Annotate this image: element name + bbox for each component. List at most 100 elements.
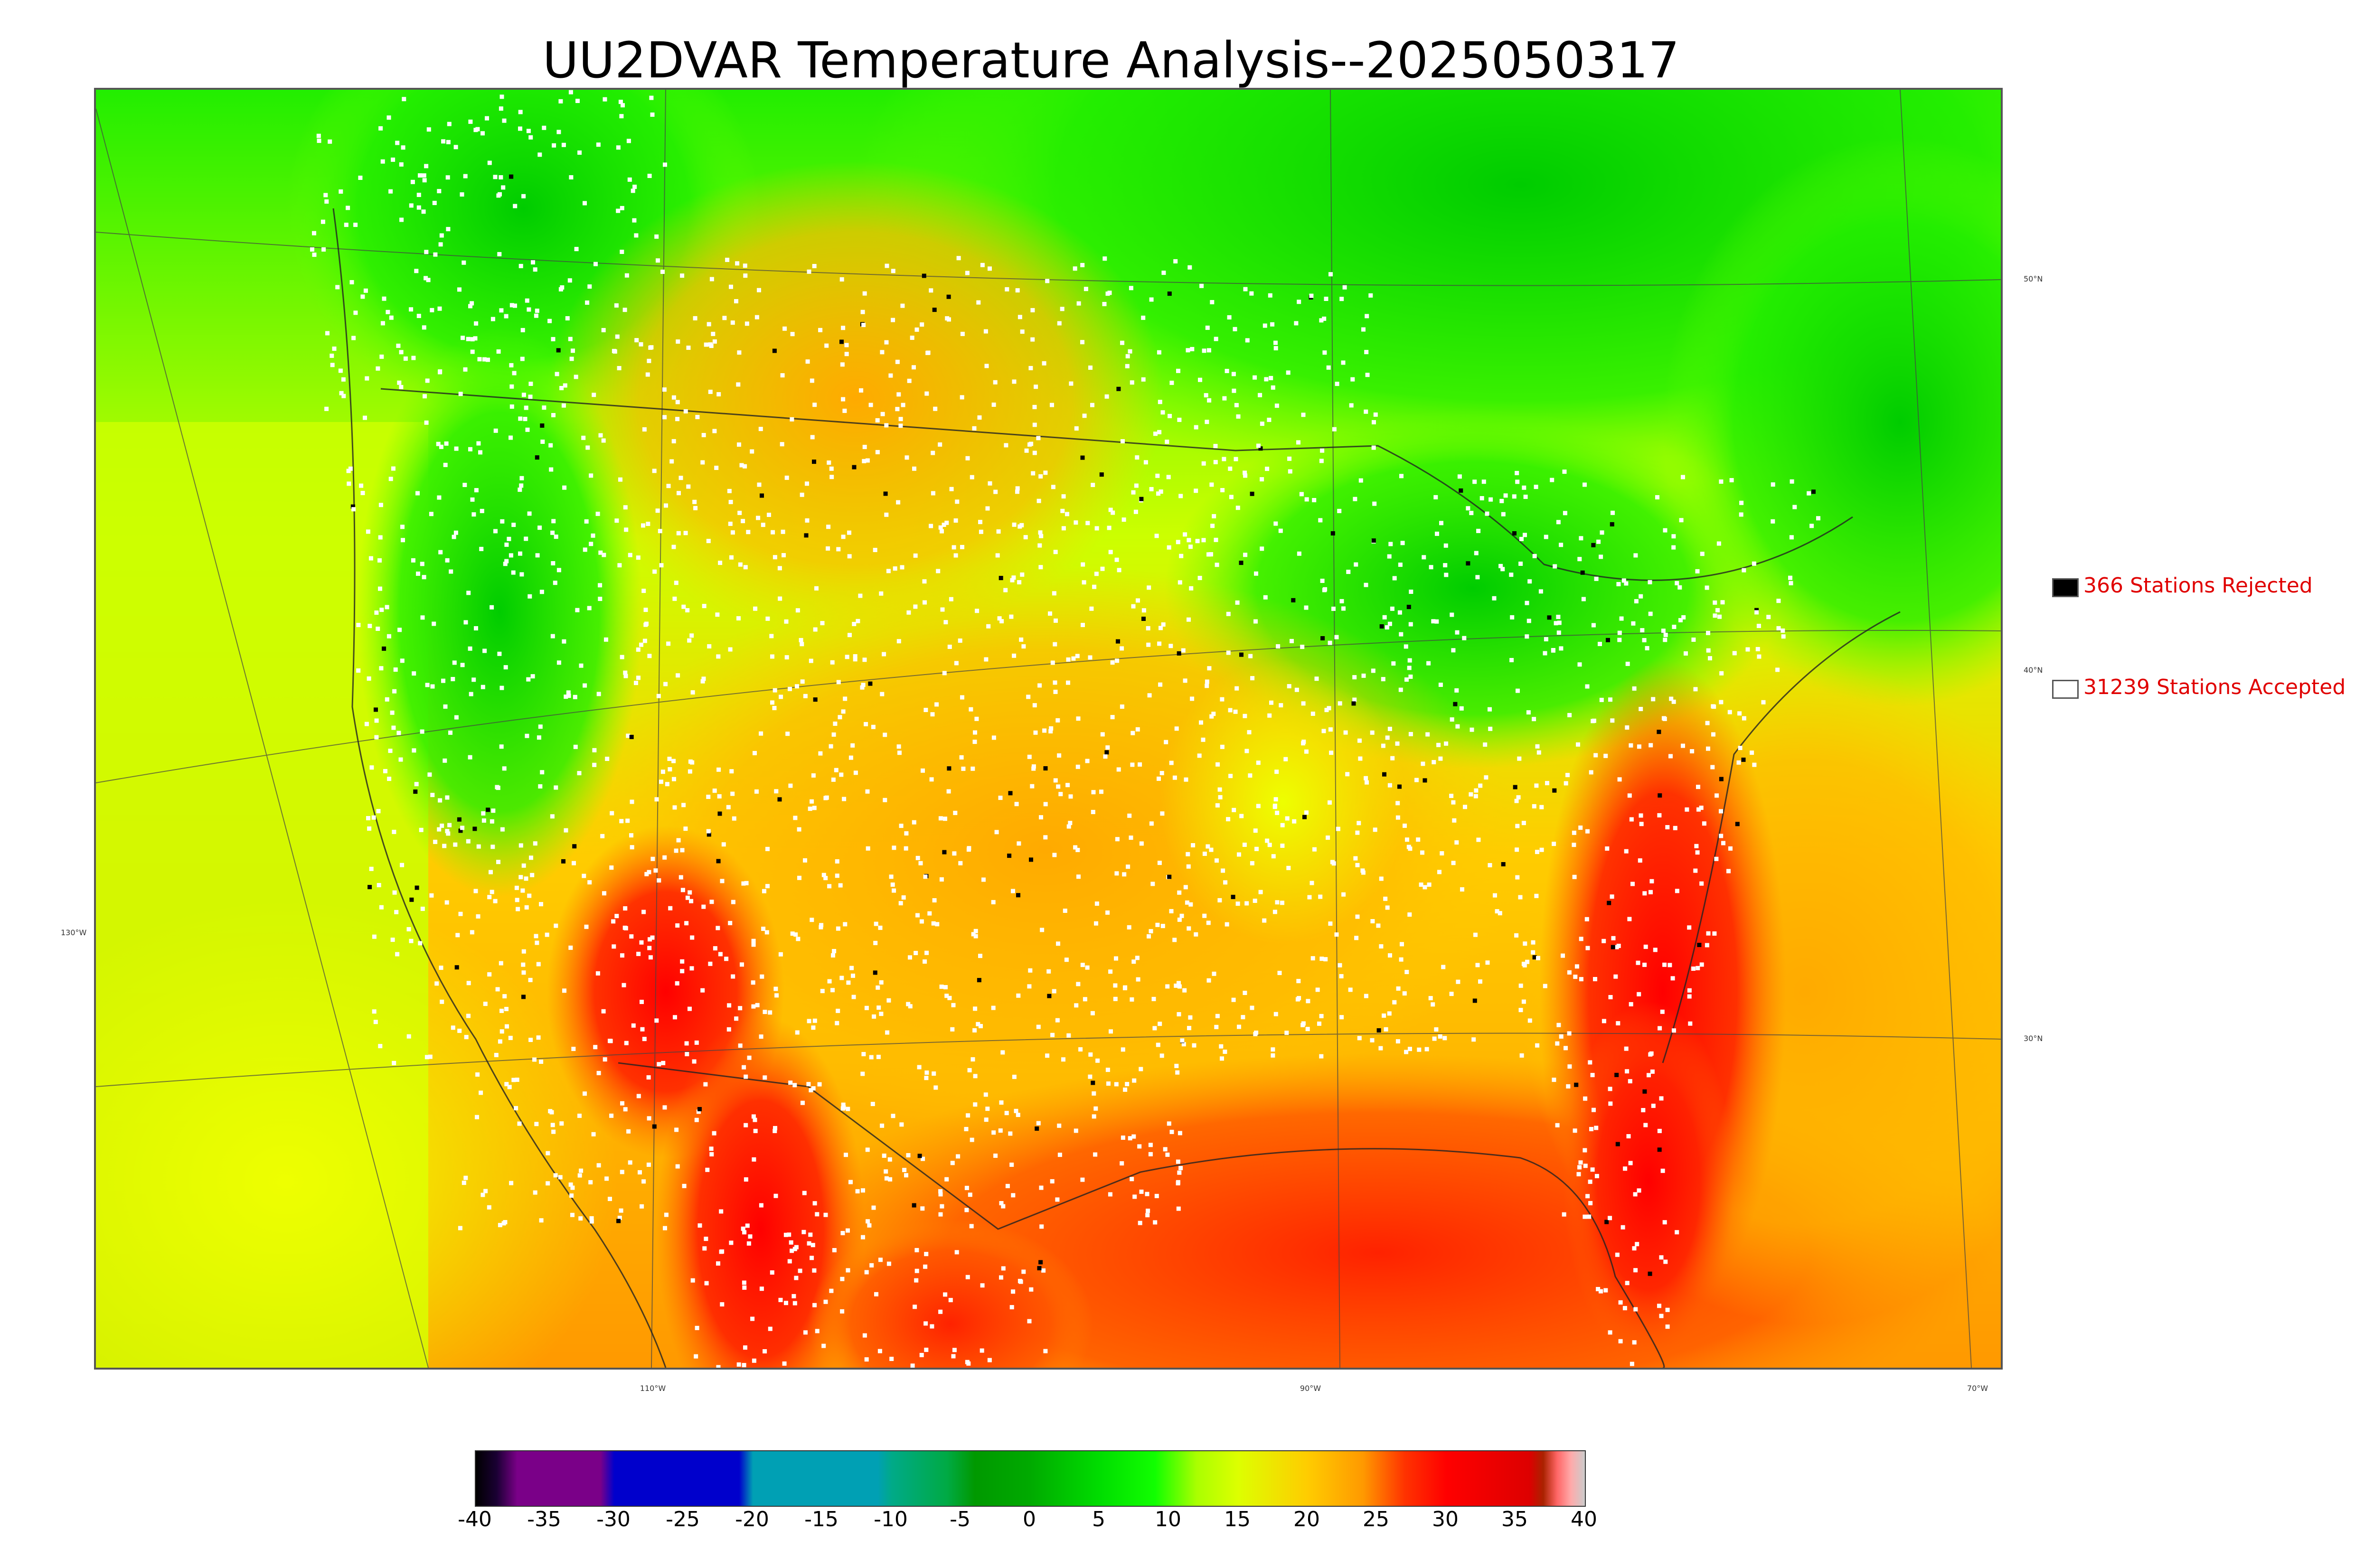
accepted-station: [524, 405, 528, 410]
accepted-station: [890, 883, 895, 887]
accepted-station: [1057, 753, 1062, 758]
accepted-station: [810, 435, 815, 440]
accepted-station: [1046, 969, 1051, 974]
accepted-station: [835, 1021, 839, 1025]
accepted-station: [1339, 1015, 1344, 1020]
accepted-station: [836, 680, 841, 685]
accepted-station: [968, 1192, 972, 1197]
rejected-station: [572, 844, 577, 849]
accepted-station: [494, 1052, 499, 1057]
accepted-station: [1618, 1300, 1623, 1305]
accepted-station: [1404, 677, 1409, 682]
accepted-station: [740, 962, 744, 967]
accepted-station: [642, 1037, 647, 1042]
accepted-station: [1085, 759, 1090, 763]
accepted-station: [1434, 1027, 1439, 1032]
accepted-station: [1639, 707, 1643, 711]
accepted-station: [1673, 826, 1677, 830]
accepted-station: [1174, 726, 1179, 731]
accepted-station: [917, 1065, 922, 1070]
accepted-station: [1233, 327, 1237, 331]
accepted-station: [1409, 590, 1413, 594]
accepted-station: [738, 1006, 743, 1011]
rejected-station: [912, 1203, 916, 1208]
accepted-station: [1132, 1194, 1137, 1199]
accepted-station: [621, 103, 625, 108]
accepted-station: [1141, 608, 1146, 613]
accepted-station: [1068, 794, 1073, 799]
accepted-station: [480, 685, 485, 689]
accepted-station: [920, 1206, 925, 1211]
accepted-station: [1383, 896, 1388, 901]
accepted-station: [379, 608, 384, 612]
accepted-station: [487, 972, 492, 976]
accepted-station: [1408, 622, 1413, 627]
accepted-station: [1136, 598, 1140, 603]
accepted-station: [1628, 1161, 1633, 1165]
accepted-station: [1272, 910, 1277, 914]
accepted-station: [708, 389, 713, 394]
accepted-station: [412, 671, 416, 676]
accepted-station: [1581, 597, 1586, 601]
accepted-station: [379, 905, 384, 910]
accepted-station: [820, 621, 825, 626]
accepted-station: [887, 1157, 892, 1162]
accepted-station: [356, 623, 361, 627]
accepted-station: [991, 403, 996, 407]
accepted-station: [1593, 753, 1598, 758]
accepted-station: [463, 174, 468, 178]
accepted-station: [521, 194, 526, 198]
accepted-station: [1721, 841, 1725, 845]
rejected-station: [813, 697, 818, 702]
accepted-station: [396, 731, 401, 735]
accepted-station: [1300, 645, 1305, 649]
accepted-station: [1739, 500, 1744, 505]
accepted-station: [1105, 1068, 1110, 1072]
rejected-station: [1611, 945, 1615, 949]
accepted-station: [942, 671, 947, 676]
accepted-station: [385, 605, 389, 610]
accepted-station: [629, 934, 634, 939]
accepted-station: [862, 459, 867, 463]
rejected-station: [1648, 1271, 1652, 1276]
accepted-station: [1587, 1214, 1592, 1219]
accepted-station: [496, 786, 500, 790]
accepted-station: [999, 619, 1004, 624]
rejected-station: [1302, 815, 1307, 819]
accepted-station: [1012, 653, 1017, 658]
accepted-station: [829, 1288, 834, 1293]
accepted-station: [667, 757, 672, 761]
accepted-station: [1134, 483, 1139, 488]
accepted-station: [801, 1230, 806, 1234]
accepted-station: [589, 1216, 594, 1221]
accepted-station: [812, 1303, 817, 1307]
accepted-station: [1719, 809, 1723, 814]
accepted-station: [418, 173, 422, 178]
map-title: UU2DVAR Temperature Analysis--2025050317: [542, 31, 1680, 89]
accepted-station: [622, 925, 627, 930]
accepted-station: [701, 676, 706, 681]
accepted-station: [864, 1005, 869, 1010]
accepted-station: [1399, 957, 1404, 962]
rejected-station: [883, 491, 888, 496]
accepted-station: [378, 586, 382, 591]
accepted-station: [839, 976, 844, 980]
accepted-station: [1273, 340, 1278, 345]
accepted-station: [1474, 551, 1479, 555]
accepted-station: [567, 278, 572, 283]
accepted-station: [839, 772, 844, 777]
rejected-station: [804, 533, 809, 538]
accepted-station: [680, 273, 685, 278]
accepted-station: [540, 770, 545, 775]
accepted-station: [1322, 350, 1327, 355]
accepted-station: [399, 217, 404, 222]
lon-label-90w: 90°W: [1300, 1384, 1321, 1393]
accepted-station: [1567, 1064, 1572, 1069]
accepted-station: [1128, 349, 1132, 354]
accepted-station: [1593, 977, 1597, 981]
accepted-station: [634, 681, 638, 685]
accepted-station: [1329, 751, 1334, 755]
accepted-station: [374, 610, 379, 615]
accepted-station: [424, 276, 428, 281]
accepted-station: [1237, 852, 1241, 857]
